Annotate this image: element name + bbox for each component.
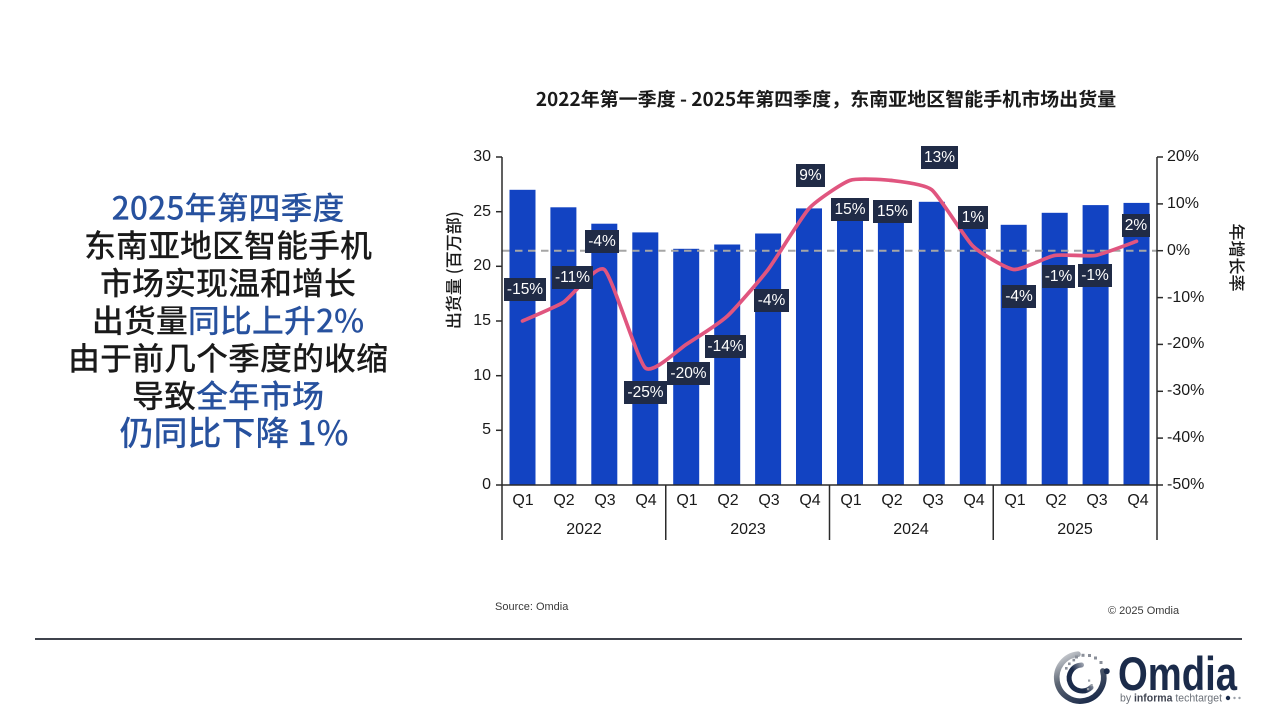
svg-text:Omdia: Omdia [1118,647,1238,700]
svg-text:by informa techtarget: by informa techtarget [1120,693,1222,705]
